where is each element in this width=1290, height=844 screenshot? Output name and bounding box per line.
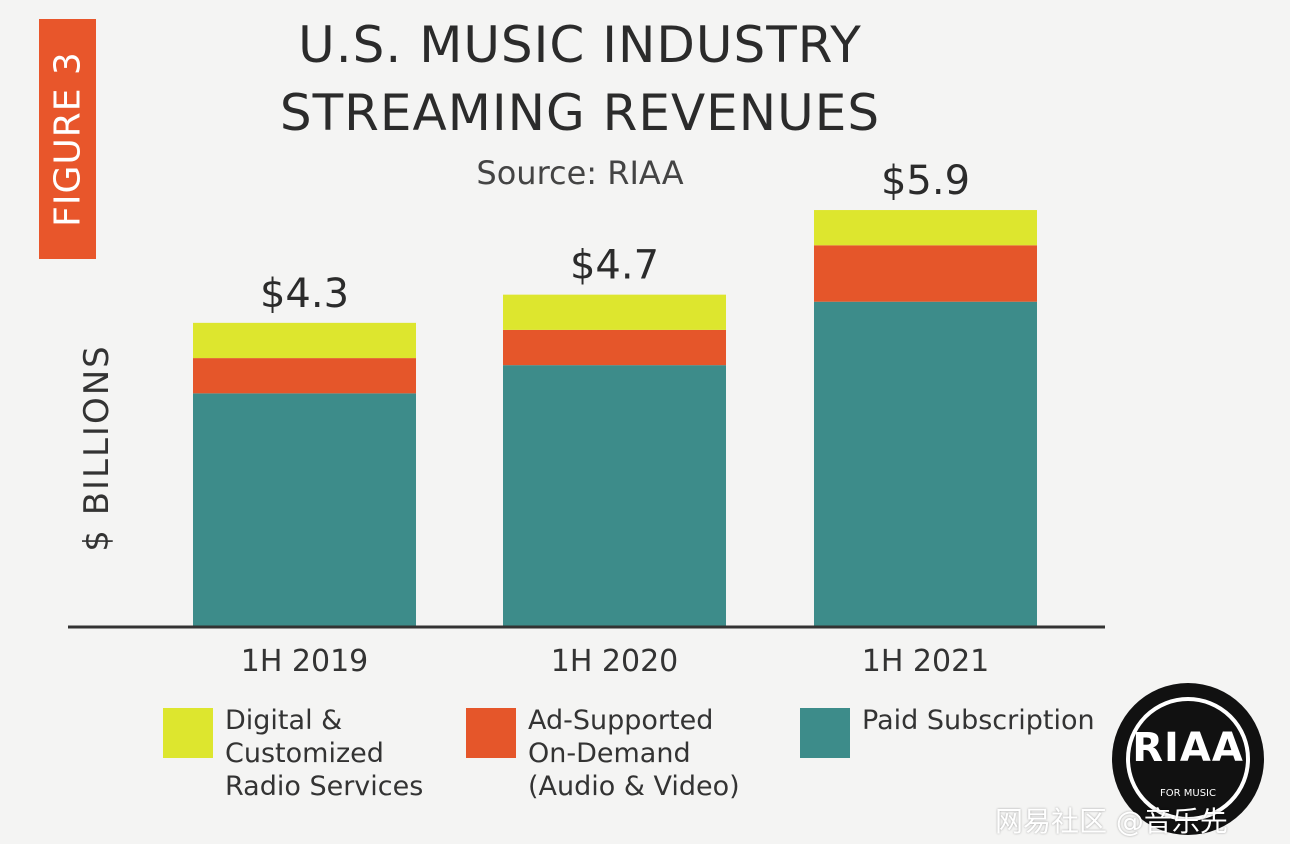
legend-label-paid-subscription: Paid Subscription: [862, 705, 1095, 736]
bar-total-label-0: $4.3: [260, 271, 349, 317]
chart-title-line-2: STREAMING REVENUES: [279, 84, 881, 142]
legend-swatch-paid-subscription: [800, 708, 850, 758]
bar-segment-paid-subscription-2: [814, 301, 1037, 626]
legend-swatch-ad-supported: [466, 708, 516, 758]
riaa-logo: RIAA FOR MUSIC: [1112, 683, 1264, 835]
x-tick-label-1: 1H 2020: [551, 644, 679, 679]
bar-total-label-2: $5.9: [881, 158, 970, 204]
bar-segment-digital-customized-radio-services-0: [193, 322, 416, 359]
legend-label-ad-supported: Ad-Supported On-Demand (Audio & Video): [528, 705, 740, 802]
x-tick-label-2: 1H 2021: [862, 644, 990, 679]
bar-segment-ad-supported-on-demand-audio-video-2: [814, 245, 1037, 302]
legend-swatch-digital-radio: [163, 708, 213, 758]
figure-tag: FIGURE 3: [39, 19, 96, 259]
bar-segment-paid-subscription-0: [193, 393, 416, 626]
x-tick-label-0: 1H 2019: [241, 644, 369, 679]
chart-subtitle: Source: RIAA: [476, 154, 684, 192]
riaa-logo-ring: [1126, 697, 1250, 821]
bar-segment-ad-supported-on-demand-audio-video-1: [503, 329, 726, 366]
riaa-logo-subtext: FOR MUSIC: [1160, 788, 1216, 799]
riaa-logo-text: RIAA: [1132, 725, 1244, 771]
bar-total-label-1: $4.7: [570, 243, 659, 289]
bar-segment-digital-customized-radio-services-2: [814, 210, 1037, 246]
watermark: 网易社区 @音乐先: [995, 805, 1228, 838]
bar-segment-digital-customized-radio-services-1: [503, 294, 726, 330]
chart-title-line-1: U.S. MUSIC INDUSTRY: [298, 16, 862, 74]
bar-segment-ad-supported-on-demand-audio-video-0: [193, 358, 416, 394]
legend-label-digital-radio: Digital & Customized Radio Services: [225, 705, 424, 802]
bar-segment-paid-subscription-1: [503, 365, 726, 626]
stacked-bar-chart: $4.3 1H 2019 $4.7 1H 2020 $5.9 1H 2021: [68, 158, 1105, 679]
